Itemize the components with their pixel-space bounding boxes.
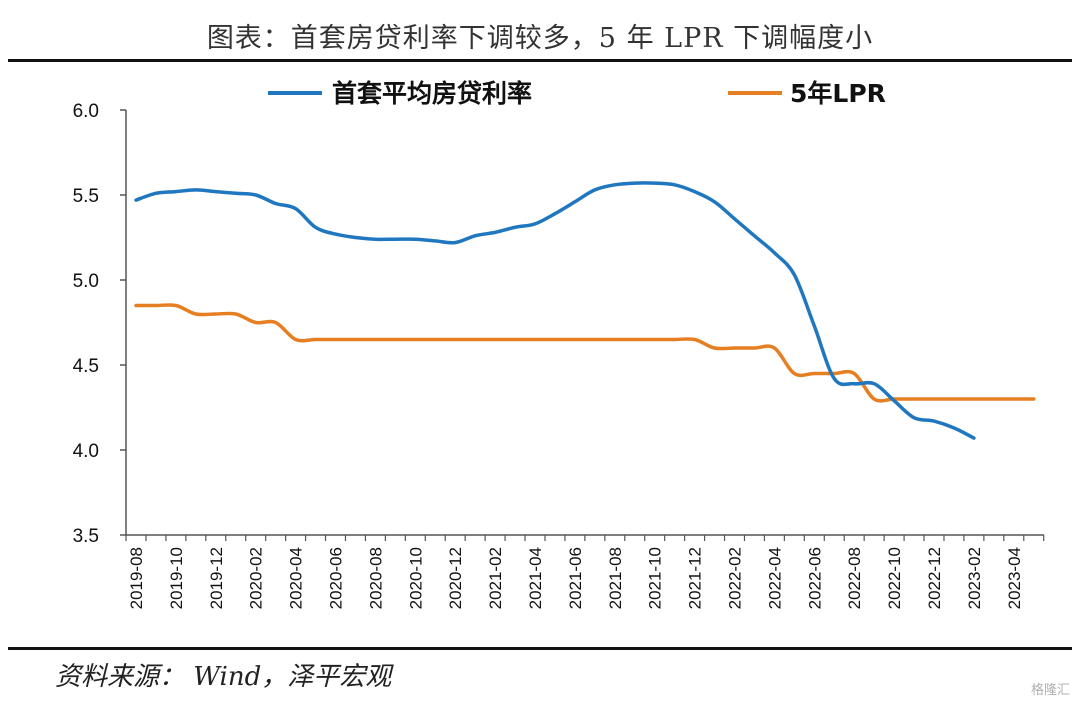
series-line-lpr xyxy=(134,303,1036,403)
bottom-rule xyxy=(8,647,1072,650)
x-tick-label: 2022-08 xyxy=(845,547,864,609)
x-tick-label: 2019-10 xyxy=(167,547,186,609)
y-tick-label: 6.0 xyxy=(73,101,99,122)
x-tick-label: 2023-02 xyxy=(965,547,984,609)
watermark: 格隆汇 xyxy=(1030,683,1070,698)
chart-title: 图表：首套房贷利率下调较多，5 年 LPR 下调幅度小 xyxy=(206,23,874,54)
x-tick-label: 2021-02 xyxy=(486,547,505,609)
x-tick-label: 2019-12 xyxy=(207,547,226,609)
x-tick-label: 2020-04 xyxy=(287,547,306,609)
x-tick-label: 2021-12 xyxy=(686,547,705,609)
x-tick-label: 2021-06 xyxy=(566,547,585,609)
x-tick-label: 2022-06 xyxy=(805,547,824,609)
x-tick-label: 2019-08 xyxy=(127,547,146,609)
y-tick-label: 3.5 xyxy=(73,526,99,547)
y-axis-ticks: 6.0 5.5 5.0 4.5 4.0 3.5 xyxy=(73,101,126,547)
x-tick-label: 2023-04 xyxy=(1005,547,1024,609)
series-lines xyxy=(134,181,1036,440)
x-tick-label: 2021-08 xyxy=(606,547,625,609)
source-note: 资料来源： Wind，泽平宏观 xyxy=(55,662,392,692)
x-tick-label: 2022-12 xyxy=(925,547,944,609)
x-tick-label: 2021-10 xyxy=(646,547,665,609)
x-tick-label: 2020-06 xyxy=(327,547,346,609)
x-tick-label: 2020-02 xyxy=(247,547,266,609)
x-tick-label: 2022-02 xyxy=(726,547,745,609)
y-tick-label: 4.5 xyxy=(73,356,99,377)
x-tick-label: 2021-04 xyxy=(526,547,545,609)
series-line-mortgage-rate xyxy=(134,181,976,440)
x-tick-label: 2022-04 xyxy=(765,547,784,609)
legend-label-lpr: 5年LPR xyxy=(790,79,886,108)
legend-label-rate: 首套平均房贷利率 xyxy=(332,79,532,108)
y-tick-label: 5.0 xyxy=(73,271,99,292)
x-tick-label: 2020-10 xyxy=(406,547,425,609)
x-tick-label: 2020-08 xyxy=(366,547,385,609)
x-tick-label: 2022-10 xyxy=(885,547,904,609)
top-rule xyxy=(8,59,1072,62)
y-tick-label: 5.5 xyxy=(73,186,99,207)
y-tick-label: 4.0 xyxy=(73,441,99,462)
legend: 首套平均房贷利率 5年LPR xyxy=(268,79,886,108)
x-tick-label: 2020-12 xyxy=(446,547,465,609)
x-axis-ticks: 2019-08 2019-10 2019-12 2020-02 2020-04 2020-… xyxy=(125,535,1045,609)
